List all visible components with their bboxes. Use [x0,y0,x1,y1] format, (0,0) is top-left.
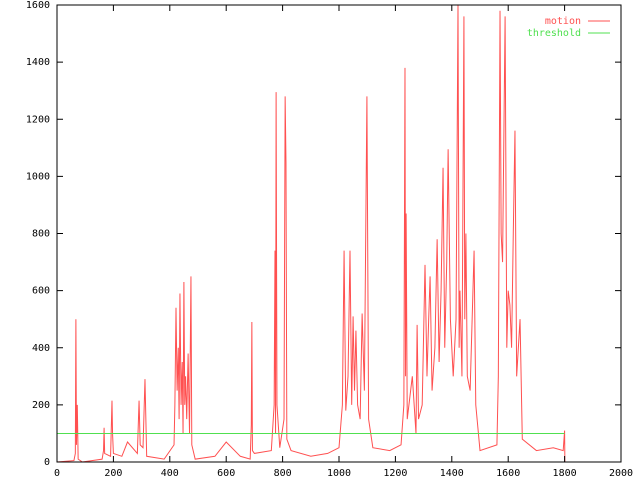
x-tick-label: 1800 [553,468,577,479]
y-tick-label: 0 [44,457,50,468]
legend-label: threshold [527,28,581,39]
y-tick-label: 1400 [26,57,50,68]
x-tick-label: 1200 [383,468,407,479]
legend-label: motion [545,16,581,27]
y-tick-label: 1600 [26,0,50,11]
y-tick-label: 1000 [26,171,50,182]
x-tick-label: 1400 [440,468,464,479]
y-tick-label: 400 [32,343,50,354]
plot-border [56,4,622,463]
x-tick-label: 800 [274,468,292,479]
y-tick-label: 800 [32,229,50,240]
x-tick-label: 2000 [609,468,633,479]
x-tick-label: 600 [217,468,235,479]
y-tick-label: 200 [32,400,50,411]
x-tick-label: 400 [161,468,179,479]
x-tick-label: 1000 [327,468,351,479]
x-tick-label: 200 [104,468,122,479]
x-tick-label: 1600 [496,468,520,479]
y-tick-label: 600 [32,286,50,297]
series-line [56,4,566,463]
x-tick-label: 0 [54,468,60,479]
y-tick-label: 1200 [26,114,50,125]
